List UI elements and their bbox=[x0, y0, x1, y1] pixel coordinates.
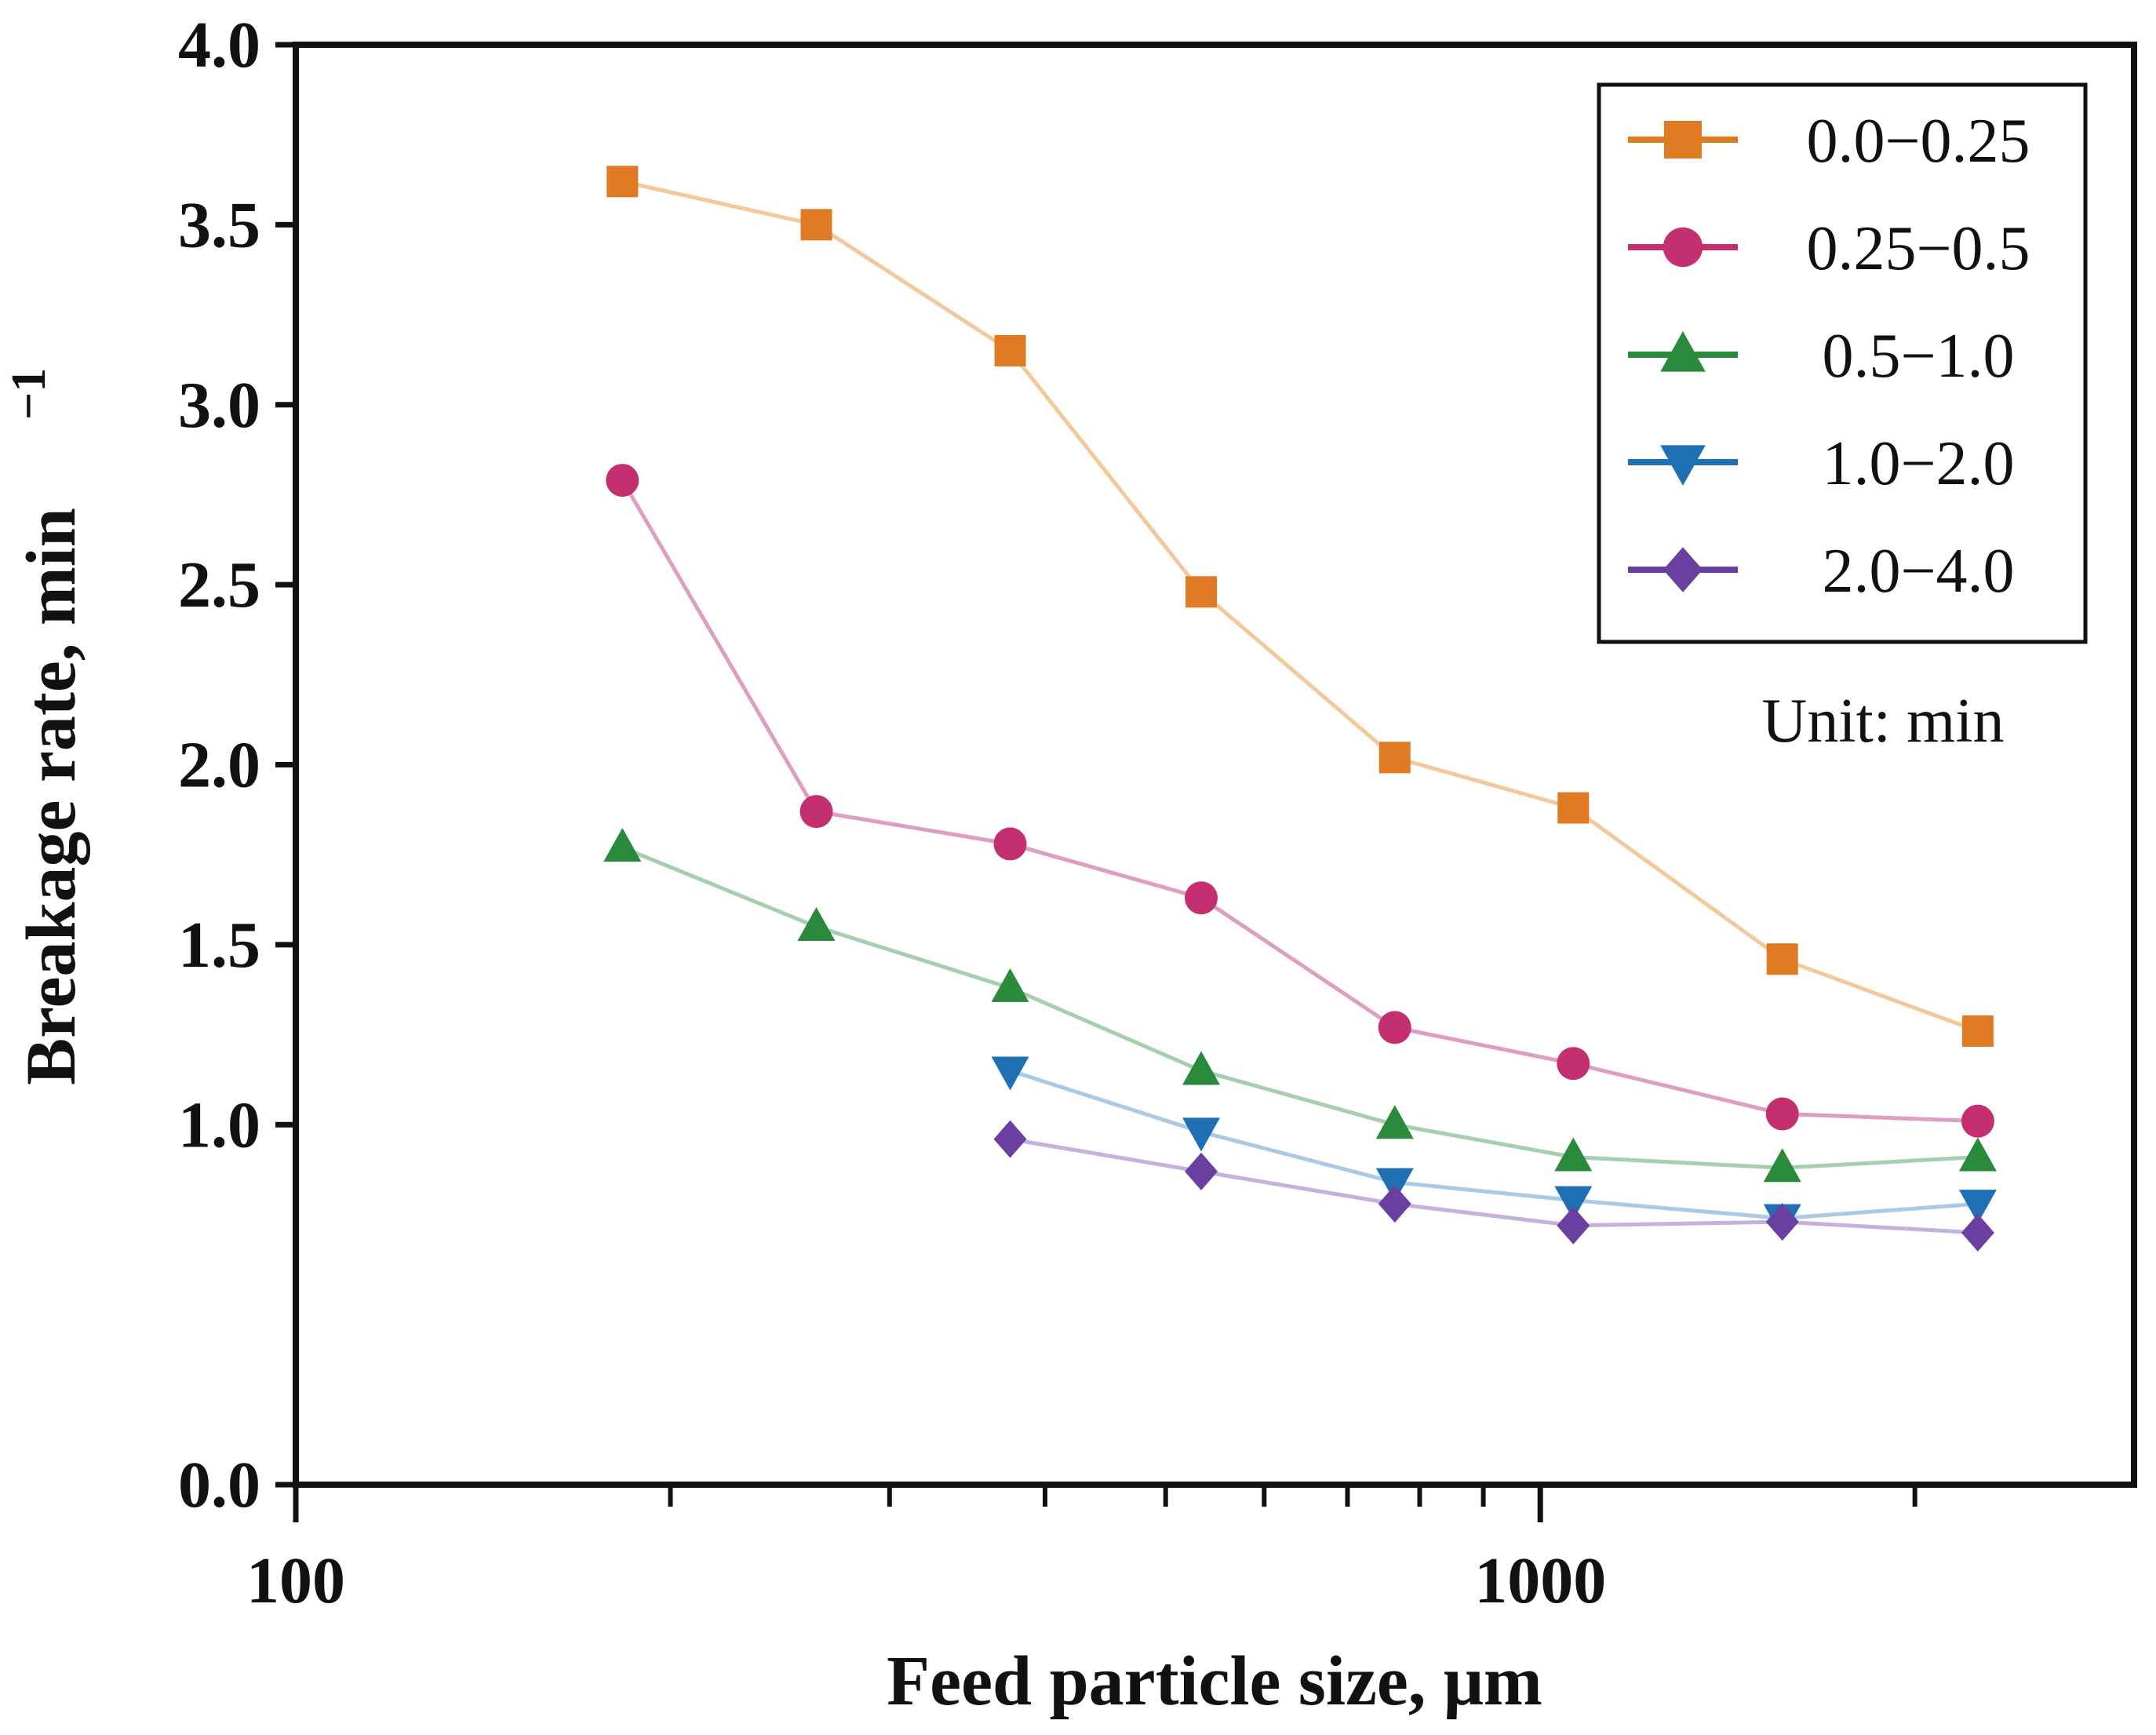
data-point bbox=[991, 1056, 1029, 1091]
legend-marker bbox=[1663, 227, 1703, 268]
data-point bbox=[1185, 576, 1218, 608]
x-tick-label: 100 bbox=[246, 1544, 345, 1617]
y-tick-label: 3.0 bbox=[178, 369, 260, 442]
legend-item: 0.0−0.25 bbox=[1628, 107, 2030, 176]
data-point bbox=[1375, 1168, 1414, 1202]
legend-label: 1.0−2.0 bbox=[1822, 429, 2014, 498]
data-point bbox=[991, 968, 1029, 1002]
series-line bbox=[1009, 1069, 1979, 1221]
series-line bbox=[621, 479, 1978, 1124]
y-tick-label: 3.5 bbox=[178, 188, 260, 261]
y-tick-label: 0.0 bbox=[178, 1449, 260, 1522]
legend-item: 0.5−1.0 bbox=[1628, 322, 2015, 391]
y-axis-title-superscript: −1 bbox=[2, 368, 56, 420]
legend-label: 0.25−0.5 bbox=[1806, 214, 2030, 283]
data-point bbox=[994, 334, 1026, 366]
legend-marker bbox=[1660, 331, 1706, 372]
legend-item: 1.0−2.0 bbox=[1628, 429, 2015, 498]
data-point bbox=[1765, 1097, 1799, 1131]
series-layer bbox=[603, 166, 1997, 1252]
y-tick-label: 2.0 bbox=[178, 729, 260, 802]
legend-items: 0.0−0.25 0.25−0.5 0.5−1.0 1.0−2.0 2.0−4.0 bbox=[1628, 107, 2030, 606]
data-point bbox=[797, 906, 836, 941]
y-tick-label: 4.0 bbox=[178, 9, 260, 82]
data-point bbox=[800, 209, 832, 241]
data-point bbox=[603, 828, 642, 862]
data-point bbox=[1378, 742, 1411, 774]
series-line bbox=[621, 845, 1979, 1170]
data-point bbox=[1763, 1148, 1801, 1183]
data-point bbox=[1378, 1011, 1411, 1044]
data-point bbox=[1958, 1137, 1997, 1172]
y-axis-title: Breakage rate, min bbox=[13, 508, 90, 1085]
y-tick-label: 1.0 bbox=[178, 1088, 260, 1161]
legend: 0.0−0.25 0.25−0.5 0.5−1.0 1.0−2.0 2.0−4.0 bbox=[1597, 82, 2088, 644]
data-point bbox=[1182, 1051, 1221, 1085]
data-point bbox=[1958, 1190, 1997, 1224]
x-axis: 100 1000 bbox=[246, 1485, 1917, 1617]
series-line bbox=[621, 179, 1979, 1033]
x-axis-title: Feed particle size, μm bbox=[887, 1642, 1542, 1720]
data-point bbox=[1961, 1015, 1994, 1047]
series-2 bbox=[606, 464, 1994, 1138]
data-point bbox=[799, 795, 833, 829]
data-point bbox=[993, 1120, 1027, 1158]
data-point bbox=[1557, 792, 1590, 824]
data-point bbox=[1185, 881, 1218, 915]
data-point bbox=[993, 827, 1027, 861]
series-3 bbox=[603, 828, 1997, 1183]
legend-marker bbox=[1664, 121, 1702, 159]
data-point bbox=[1765, 1203, 1799, 1241]
series-5 bbox=[993, 1120, 1994, 1252]
y-tick-label: 2.5 bbox=[178, 549, 260, 621]
data-point bbox=[1185, 1152, 1218, 1190]
legend-item: 0.25−0.5 bbox=[1628, 214, 2030, 283]
unit-annotation: Unit: min bbox=[1762, 687, 2005, 756]
legend-box bbox=[1597, 82, 2088, 644]
data-point bbox=[1378, 1185, 1411, 1223]
y-axis-title-group: Breakage rate, min −1 bbox=[2, 368, 90, 1085]
data-point bbox=[1557, 1206, 1590, 1245]
data-point bbox=[1554, 1137, 1593, 1172]
data-point bbox=[1182, 1117, 1221, 1152]
data-point bbox=[1557, 1047, 1590, 1081]
legend-label: 0.0−0.25 bbox=[1806, 107, 2030, 176]
data-point bbox=[1961, 1213, 1994, 1252]
series-1 bbox=[606, 166, 1994, 1047]
data-point bbox=[1961, 1104, 1994, 1138]
data-point bbox=[1554, 1186, 1593, 1220]
series-4 bbox=[991, 1056, 1997, 1238]
series-line bbox=[1010, 1137, 1979, 1235]
legend-label: 0.5−1.0 bbox=[1822, 322, 2014, 391]
y-tick-label: 1.5 bbox=[178, 909, 260, 982]
data-point bbox=[1766, 943, 1798, 975]
legend-item: 2.0−4.0 bbox=[1628, 537, 2015, 606]
data-point bbox=[606, 464, 639, 498]
legend-marker bbox=[1660, 445, 1706, 486]
legend-label: 2.0−4.0 bbox=[1822, 537, 2014, 606]
data-point bbox=[1375, 1105, 1414, 1139]
data-point bbox=[606, 166, 639, 198]
y-axis: 0.0 1.0 1.5 2.0 2.5 3.0 3.5 4.0 bbox=[178, 9, 296, 1522]
x-tick-label: 1000 bbox=[1474, 1544, 1606, 1617]
legend-marker bbox=[1663, 547, 1703, 592]
